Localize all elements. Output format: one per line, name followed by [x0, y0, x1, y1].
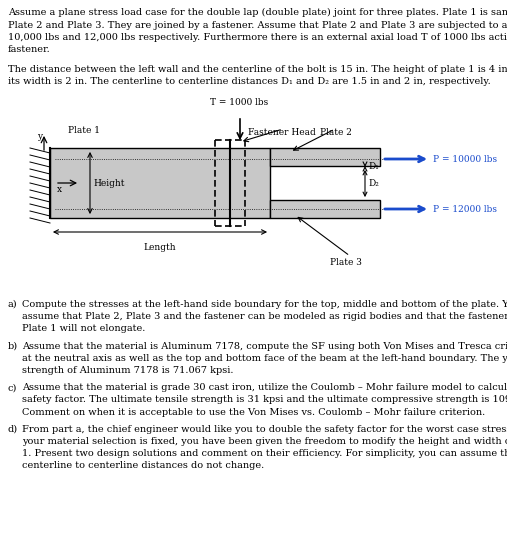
Text: Height: Height: [93, 178, 125, 187]
Text: y: y: [37, 132, 42, 141]
Text: Compute the stresses at the left-hand side boundary for the top, middle and bott: Compute the stresses at the left-hand si…: [22, 300, 507, 309]
Text: fastener.: fastener.: [8, 46, 51, 54]
Text: The distance between the left wall and the centerline of the bolt is 15 in. The : The distance between the left wall and t…: [8, 65, 507, 74]
Text: assume that Plate 2, Plate 3 and the fastener can be modeled as rigid bodies and: assume that Plate 2, Plate 3 and the fas…: [22, 312, 507, 321]
Text: Assume that the material is Aluminum 7178, compute the SF using both Von Mises a: Assume that the material is Aluminum 717…: [22, 342, 507, 351]
Bar: [50, 148, 270, 218]
Text: D₂: D₂: [368, 179, 379, 188]
Text: Comment on when it is acceptable to use the Von Mises vs. Coulomb – Mohr failure: Comment on when it is acceptable to use …: [22, 408, 485, 417]
Text: P = 12000 lbs: P = 12000 lbs: [433, 205, 497, 214]
Text: strength of Aluminum 7178 is 71.067 kpsi.: strength of Aluminum 7178 is 71.067 kpsi…: [22, 366, 234, 375]
Text: centerline to centerline distances do not change.: centerline to centerline distances do no…: [22, 461, 264, 470]
Text: Plate 1: Plate 1: [68, 126, 100, 135]
Text: d): d): [8, 425, 18, 434]
Text: Plate 2: Plate 2: [320, 128, 352, 137]
Text: Plate 1 will not elongate.: Plate 1 will not elongate.: [22, 324, 146, 333]
Bar: [270, 148, 380, 166]
Text: Assume a plane stress load case for the double lap (double plate) joint for thre: Assume a plane stress load case for the …: [8, 8, 507, 17]
Text: From part a, the chief engineer would like you to double the safety factor for t: From part a, the chief engineer would li…: [22, 425, 507, 434]
Text: T = 1000 lbs: T = 1000 lbs: [210, 98, 268, 107]
Text: your material selection is fixed, you have been given the freedom to modify the : your material selection is fixed, you ha…: [22, 437, 507, 446]
Text: Length: Length: [143, 243, 176, 252]
Text: b): b): [8, 342, 18, 351]
Text: x: x: [57, 185, 62, 194]
Text: Assume that the material is grade 30 cast iron, utilize the Coulomb – Mohr failu: Assume that the material is grade 30 cas…: [22, 383, 507, 392]
Text: Plate 2 and Plate 3. They are joined by a fastener. Assume that Plate 2 and Plat: Plate 2 and Plate 3. They are joined by …: [8, 20, 507, 30]
Text: D₁: D₁: [368, 162, 379, 171]
Text: Fastener Head: Fastener Head: [248, 128, 316, 137]
Text: c): c): [8, 383, 17, 392]
Text: safety factor. The ultimate tensile strength is 31 kpsi and the ultimate compres: safety factor. The ultimate tensile stre…: [22, 395, 507, 404]
Bar: [270, 200, 380, 218]
Text: its width is 2 in. The centerline to centerline distances D₁ and D₂ are 1.5 in a: its width is 2 in. The centerline to cen…: [8, 77, 491, 86]
Text: at the neutral axis as well as the top and bottom face of the beam at the left-h: at the neutral axis as well as the top a…: [22, 354, 507, 363]
Text: Plate 3: Plate 3: [330, 258, 362, 267]
Text: a): a): [8, 300, 18, 309]
Text: P = 10000 lbs: P = 10000 lbs: [433, 155, 497, 163]
Text: 1. Present two design solutions and comment on their efficiency. For simplicity,: 1. Present two design solutions and comm…: [22, 449, 507, 458]
Text: 10,000 lbs and 12,000 lbs respectively. Furthermore there is an external axial l: 10,000 lbs and 12,000 lbs respectively. …: [8, 33, 507, 42]
